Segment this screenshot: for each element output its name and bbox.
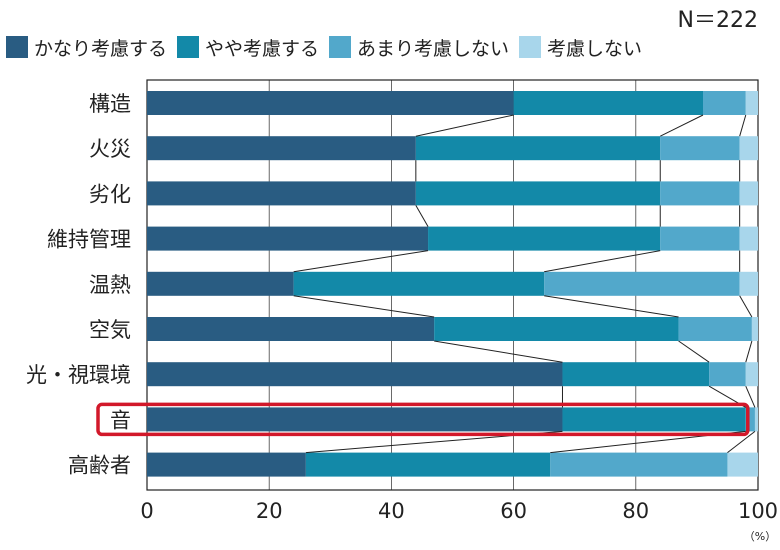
category-label: 音	[110, 408, 131, 432]
bar-segment	[428, 226, 661, 251]
category-label: 空気	[89, 318, 131, 342]
bar-segment	[739, 181, 758, 206]
bar-segment	[739, 271, 758, 296]
bar-segment	[147, 317, 435, 341]
bar-segment	[147, 271, 294, 296]
legend-label: やや考慮する	[205, 37, 320, 60]
connector-line	[727, 431, 756, 453]
bar-segment	[739, 136, 758, 161]
bar-segment	[550, 452, 728, 477]
bar-segment	[147, 452, 306, 477]
x-tick-label: 0	[140, 499, 153, 523]
bar-segment	[745, 407, 755, 432]
bar-segment	[434, 317, 679, 341]
connector-line	[745, 386, 756, 408]
legend-swatch	[6, 36, 28, 58]
x-unit-label: （%）	[744, 530, 776, 543]
connector-line	[739, 295, 753, 318]
connector-line	[745, 340, 753, 363]
category-label: 火災	[89, 137, 131, 161]
sample-size-label: N＝222	[677, 8, 758, 33]
connector-line	[544, 250, 661, 273]
bar-segment	[415, 181, 661, 206]
bar-segment	[751, 317, 758, 341]
bar-segment	[305, 452, 551, 477]
x-tick-label: 20	[256, 499, 283, 523]
category-label: 構造	[89, 92, 131, 116]
connector-line	[415, 205, 429, 227]
bar-segment	[562, 407, 746, 432]
bar-segment	[147, 362, 563, 387]
legend: かなり考慮する やや考慮する あまり考慮しない 考慮しない	[6, 34, 652, 60]
bar-segment	[147, 136, 416, 161]
bar-segment	[147, 407, 563, 432]
category-label: 光・視環境	[26, 363, 131, 387]
legend-swatch	[329, 36, 352, 58]
bar-segment	[415, 136, 661, 161]
legend-label: かなり考慮する	[34, 37, 168, 60]
legend-item: やや考慮する	[177, 34, 319, 61]
bar-segment	[660, 181, 740, 206]
legend-swatch	[177, 36, 200, 58]
connector-line	[293, 295, 435, 318]
category-label: 温熱	[89, 273, 131, 297]
bar-segment	[754, 407, 758, 432]
connector-line	[660, 114, 704, 137]
legend-label: あまり考慮しない	[357, 37, 510, 60]
x-tick-label: 40	[378, 499, 405, 523]
bar-segment	[745, 362, 758, 387]
connector-line	[415, 114, 514, 137]
legend-swatch	[519, 36, 542, 58]
connector-line	[544, 295, 679, 318]
bar-segment	[660, 226, 740, 251]
bar-segment	[739, 226, 758, 251]
x-tick-label: 60	[500, 499, 527, 523]
highlight-box	[96, 402, 750, 437]
bar-segment	[293, 271, 545, 296]
bar-segment	[727, 452, 758, 477]
bar-segment	[544, 271, 740, 296]
legend-item: あまり考慮しない	[329, 34, 509, 61]
legend-item: 考慮しない	[519, 34, 642, 61]
bar-segment	[709, 362, 746, 387]
connector-line	[678, 340, 710, 363]
bar-segment	[703, 91, 746, 115]
category-label: 劣化	[89, 182, 131, 206]
bar-segment	[562, 362, 710, 387]
bar-segment	[745, 91, 758, 115]
bar-segment	[678, 317, 752, 341]
legend-item: かなり考慮する	[6, 34, 167, 61]
x-tick-label: 100	[738, 499, 778, 523]
bar-segment	[147, 91, 514, 115]
x-tick-label: 80	[622, 499, 649, 523]
bar-segment	[660, 136, 740, 161]
legend-label: 考慮しない	[547, 37, 643, 60]
bar-segment	[147, 226, 429, 251]
category-label: 維持管理	[47, 228, 131, 252]
connector-line	[739, 114, 747, 137]
bar-segment	[513, 91, 704, 115]
connector-line	[293, 250, 429, 273]
bar-segment	[147, 181, 416, 206]
connector-line	[434, 340, 563, 363]
category-label: 高齢者	[68, 454, 131, 478]
